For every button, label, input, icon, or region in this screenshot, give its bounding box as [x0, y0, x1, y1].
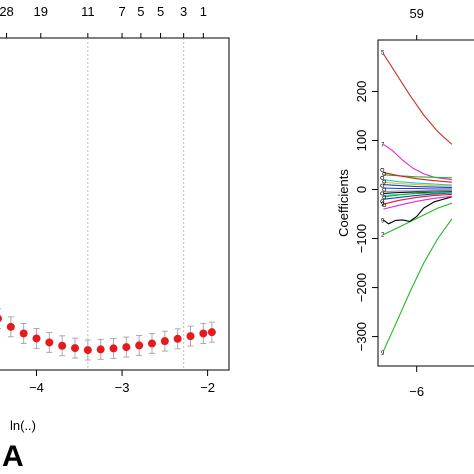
data-point-14: [173, 334, 182, 343]
coefficient-path-12: [383, 193, 452, 205]
margin-label-3: 9: [381, 218, 385, 224]
coefficient-path-7: [383, 184, 452, 189]
coefficient-path-9: [383, 179, 452, 186]
data-point-10: [122, 343, 131, 352]
top-axis-label-6: 3: [180, 4, 187, 19]
data-point-8: [96, 345, 105, 354]
y-tick-label-0: −300: [354, 322, 369, 351]
path-start-marker-8: [380, 199, 385, 204]
top-axis-label-5: 5: [157, 4, 164, 19]
data-point-5: [58, 341, 67, 350]
path-start-marker-2: [380, 175, 385, 180]
path-start-marker-7: [382, 195, 387, 200]
data-point-9: [109, 344, 118, 353]
x-tick-label-2: −2: [200, 380, 215, 395]
top-axis-label-3: 7: [118, 4, 125, 19]
y-axis-label: Coefficients: [336, 169, 351, 237]
right-panel-coefficient-paths: −300 −200 −100 0 100 200 Coefficients −6 59 5 7 9 9 2…: [336, 6, 474, 399]
margin-label-1: 7: [381, 142, 385, 148]
data-point-15: [186, 332, 195, 341]
path-start-marker-1: [382, 171, 387, 176]
x-axis-label: ln(..): [10, 418, 36, 433]
coefficient-path-3: [383, 202, 453, 236]
x-tick-label-0: −6: [409, 384, 424, 399]
data-point-11: [135, 341, 144, 350]
x-tick-label-1: −3: [115, 380, 130, 395]
margin-label-5: 9: [381, 351, 385, 357]
data-point-4: [45, 338, 54, 347]
data-point-12: [148, 339, 156, 348]
coefficient-path-17: [383, 191, 452, 198]
data-point-7: [83, 346, 92, 355]
top-axis-label-1: 19: [34, 4, 48, 19]
coefficient-path-14: [383, 181, 452, 187]
coefficient-path-11: [383, 171, 452, 183]
data-point-16: [199, 329, 208, 338]
y-tick-label-2: −100: [354, 224, 369, 253]
path-start-marker-6: [380, 191, 385, 196]
path-start-marker-5: [382, 187, 387, 192]
top-axis-label-0: 28: [0, 4, 14, 19]
coefficient-path-15: [383, 189, 452, 193]
coefficient-path-13: [383, 195, 452, 210]
margin-label-4: 2: [381, 233, 385, 239]
x-tick-label-0: −4: [29, 380, 44, 395]
path-start-marker-4: [380, 183, 385, 188]
series-0: [0, 308, 216, 361]
top-axis-label-0: 59: [409, 6, 423, 21]
coefficient-path-16: [383, 187, 452, 190]
coefficient-path-8: [383, 192, 452, 200]
path-start-marker-0: [380, 168, 385, 172]
coefficient-path-5: [382, 196, 453, 225]
y-tick-label-3: 0: [354, 186, 369, 193]
panel-label: A: [2, 440, 24, 473]
data-point-1: [6, 322, 15, 331]
plot-frame: [0, 37, 230, 371]
left-panel-cv-plot: 28 19 11 7 5 5 3 1−4 −3 −2ln(..): [0, 4, 230, 433]
top-axis-label-4: 5: [137, 4, 144, 19]
coefficient-path-0: [382, 53, 453, 145]
path-start-marker-3: [382, 179, 387, 184]
y-tick-label-5: 200: [354, 81, 369, 103]
plot-frame: [377, 39, 474, 367]
y-tick-label-1: −200: [354, 273, 369, 302]
margin-label-0: 5: [381, 50, 385, 56]
data-point-6: [71, 344, 79, 353]
path-start-marker-9: [382, 203, 387, 208]
data-point-13: [160, 337, 169, 346]
y-tick-label-4: 100: [354, 130, 369, 152]
top-axis-label-2: 11: [81, 4, 95, 19]
coefficient-path-4: [383, 174, 452, 179]
data-point-17: [207, 328, 216, 337]
coefficient-path-2: [382, 218, 453, 352]
margin-label-2: 9: [381, 202, 385, 208]
data-point-0: [0, 315, 2, 323]
data-point-3: [32, 334, 41, 343]
data-point-2: [19, 329, 28, 338]
top-axis-label-7: 1: [200, 4, 207, 19]
